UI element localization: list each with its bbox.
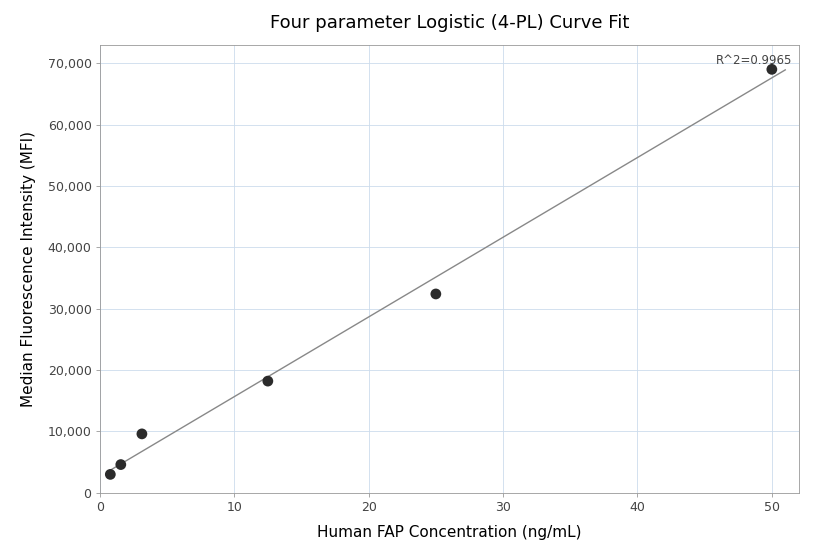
Point [114,460,127,469]
Point [104,470,117,479]
Point [429,290,443,298]
Point [261,377,275,386]
Point [765,65,779,74]
Title: Four parameter Logistic (4-PL) Curve Fit: Four parameter Logistic (4-PL) Curve Fit [270,14,629,32]
Y-axis label: Median Fluorescence Intensity (MFI): Median Fluorescence Intensity (MFI) [22,131,37,407]
Text: R^2=0.9965: R^2=0.9965 [716,54,792,67]
X-axis label: Human FAP Concentration (ng/mL): Human FAP Concentration (ng/mL) [317,525,582,540]
Point [136,430,149,438]
